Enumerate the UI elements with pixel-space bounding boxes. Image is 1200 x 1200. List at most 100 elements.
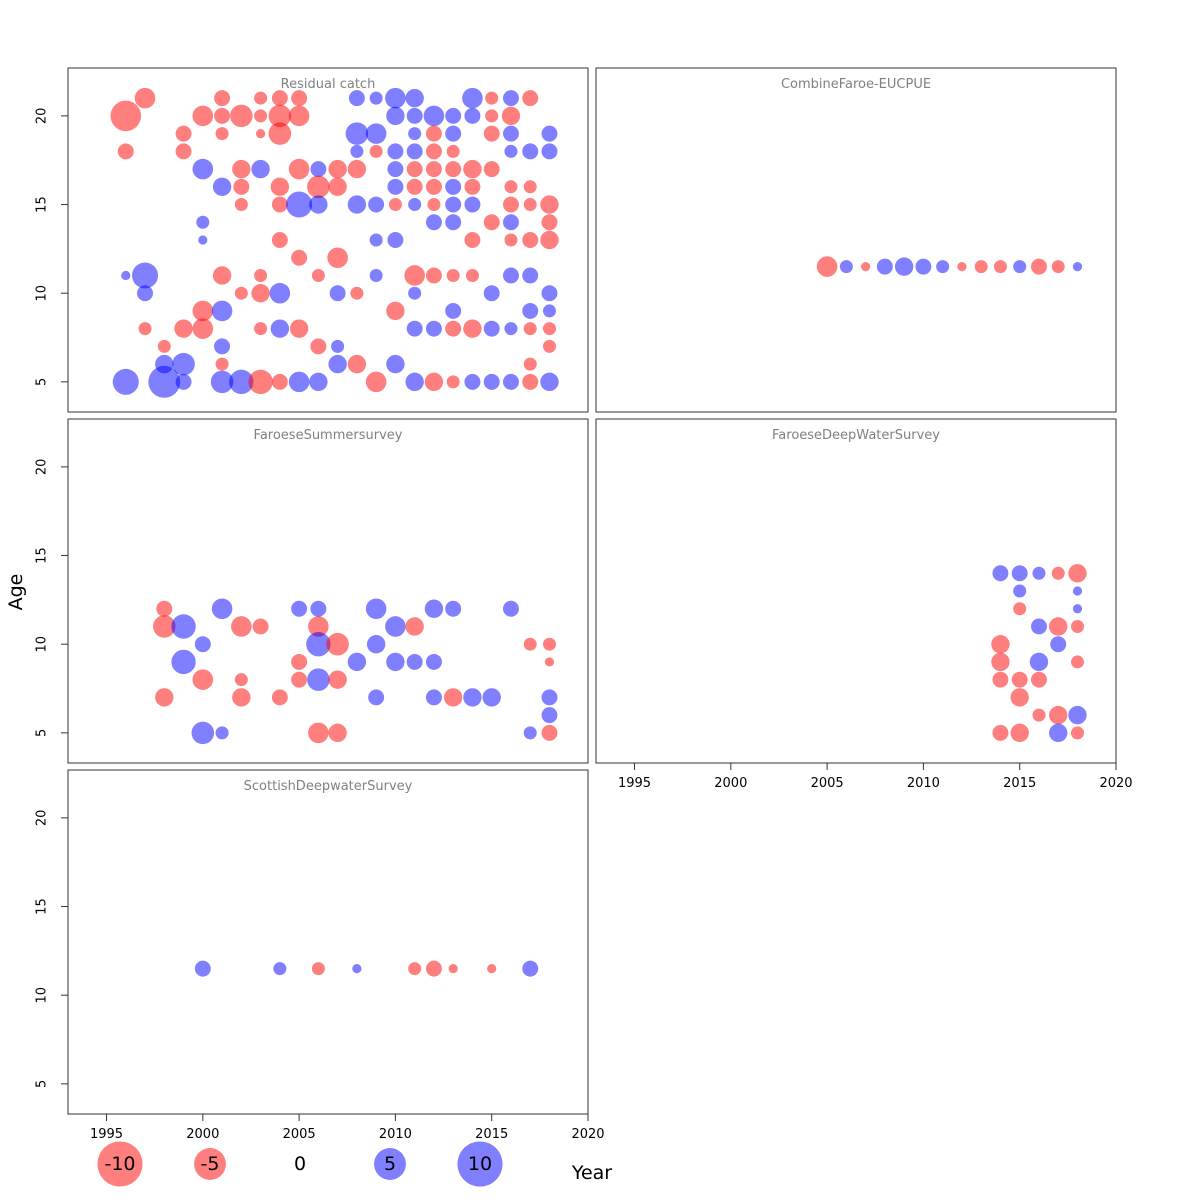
panel-title: FaroeseSummersurvey: [254, 428, 403, 443]
residual-bubble: [408, 198, 422, 212]
y-tick-label: 5: [35, 1080, 50, 1088]
residual-bubble: [406, 320, 423, 337]
residual-bubble: [522, 373, 539, 390]
residual-bubble: [445, 320, 462, 337]
residual-bubble: [1011, 671, 1028, 688]
residual-bubble: [408, 286, 422, 300]
residual-bubble: [350, 144, 364, 158]
residual-bubble: [269, 282, 291, 304]
legend-bubble: [457, 1141, 503, 1187]
residual-bubble: [309, 195, 328, 214]
residual-bubble: [541, 214, 558, 231]
panel-frame: [595, 418, 1117, 764]
residual-bubble: [271, 373, 288, 390]
x-tick-label: 1995: [90, 1127, 123, 1142]
residual-bubble: [175, 125, 192, 142]
residual-bubble: [192, 158, 214, 180]
residual-bubble: [485, 109, 499, 123]
residual-bubble: [425, 161, 442, 178]
residual-bubble: [483, 214, 500, 231]
x-tick-label: 2005: [283, 1127, 316, 1142]
residual-bubble: [443, 688, 463, 707]
residual-bubble: [175, 143, 192, 160]
residual-bubble: [347, 652, 367, 672]
residual-bubble: [425, 960, 442, 977]
residual-bubble: [446, 375, 460, 389]
residual-bubble: [231, 616, 252, 637]
residual-bubble: [839, 260, 853, 274]
residual-bubble: [369, 144, 383, 158]
residual-bubble: [1010, 688, 1029, 707]
residual-bubble: [502, 267, 519, 284]
residual-bubble: [957, 261, 967, 272]
residual-bubble: [310, 338, 327, 355]
residual-bubble: [345, 122, 369, 145]
residual-bubble: [365, 371, 387, 393]
residual-bubble: [463, 159, 482, 179]
residual-bubble: [487, 963, 497, 974]
residual-bubble: [425, 653, 442, 670]
residual-bubble: [255, 129, 266, 139]
residual-bubble: [1072, 604, 1083, 614]
residual-bubble: [405, 88, 424, 108]
y-tick-label: 10: [35, 987, 50, 1004]
residual-bubble: [445, 107, 462, 124]
residual-bubble: [289, 319, 309, 338]
residual-bubble: [423, 105, 445, 127]
residual-bubble: [248, 369, 273, 395]
residual-bubble: [385, 616, 406, 637]
residual-bubble: [425, 178, 442, 195]
residual-bubble: [405, 617, 424, 636]
x-tick-label: 2020: [571, 1127, 604, 1142]
x-tick-label: 2015: [475, 1127, 508, 1142]
y-tick-label: 10: [35, 285, 50, 302]
legend-label: -5: [201, 1153, 220, 1175]
residual-bubble: [424, 599, 444, 618]
panel: Residual catch 5 10 15 20: [35, 67, 589, 413]
residual-bubble: [425, 267, 442, 284]
residual-bubble: [482, 688, 501, 707]
residual-bubble: [326, 632, 349, 656]
residual-bubble: [270, 177, 290, 197]
residual-bubble: [148, 365, 181, 398]
x-tick-label: 2005: [811, 776, 844, 791]
residual-bubble: [254, 322, 268, 336]
residual-bubble: [991, 634, 1010, 654]
residual-bubble: [522, 960, 539, 977]
residual-bubble: [522, 90, 539, 107]
residual-bubble: [273, 962, 287, 976]
y-tick-label: 15: [35, 196, 50, 213]
residual-bubble: [1068, 564, 1087, 583]
residual-bubble: [348, 90, 365, 107]
residual-bubble: [385, 87, 406, 109]
residual-bubble: [271, 90, 288, 107]
residual-bubble: [425, 689, 442, 706]
residual-bubble: [308, 616, 329, 637]
residual-bubble: [215, 357, 229, 371]
residual-bubble: [171, 614, 196, 639]
residual-bubble: [366, 634, 386, 654]
residual-bubble: [211, 598, 233, 620]
residual-bubble: [234, 673, 248, 687]
residual-bubble: [406, 143, 423, 160]
residual-bubble: [483, 320, 500, 337]
panels: Residual catch 5 10 15 20 CombineFaroe-EUCPUE…: [35, 67, 1133, 1142]
residual-bubble: [445, 178, 462, 195]
residual-bubble: [252, 618, 269, 635]
residual-bubble: [405, 372, 424, 392]
residual-bubble: [369, 91, 383, 105]
residual-bubble: [214, 90, 231, 107]
residual-bubble: [291, 600, 308, 617]
x-axis-label: Year: [571, 1162, 612, 1184]
residual-bubble: [504, 144, 518, 158]
residual-bubble: [192, 669, 214, 690]
residual-bubble: [156, 600, 173, 617]
residual-bubble: [502, 125, 519, 142]
residual-bubble: [192, 318, 214, 339]
residual-bubble: [463, 688, 482, 707]
residual-bubble: [540, 195, 559, 214]
legend-label: -10: [104, 1153, 135, 1175]
residual-bubble: [387, 178, 404, 195]
legend-bubble: [97, 1141, 143, 1187]
